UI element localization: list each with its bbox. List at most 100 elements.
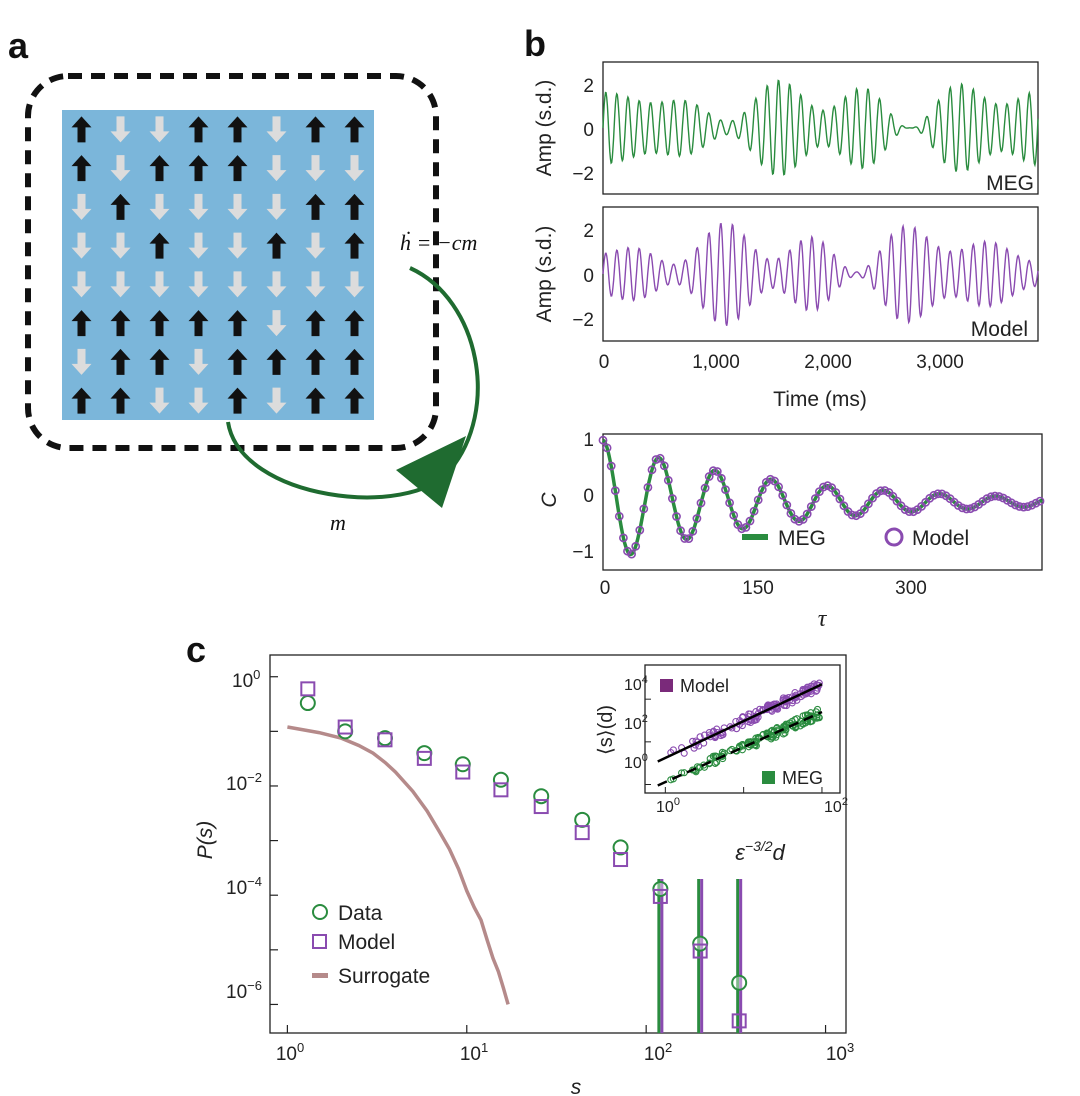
spin-up-arrow-icon <box>71 116 92 143</box>
spin-up-arrow-icon <box>227 348 248 375</box>
y-axis-label: Amp (s.d.) <box>533 80 556 177</box>
ytick-label: 0 <box>583 266 594 287</box>
model-autocorr-point <box>904 507 914 516</box>
spin-down-arrow-icon <box>110 271 131 298</box>
inset-meg-point <box>799 719 807 728</box>
inset-meg-point <box>696 763 704 771</box>
model-autocorr-point <box>802 509 812 519</box>
c-axis-ticks <box>270 676 827 1033</box>
model-autocorr-point <box>794 516 804 526</box>
spin-down-arrow-icon <box>188 271 209 298</box>
inset-meg-point <box>793 715 801 723</box>
spin-up-arrow-icon <box>305 387 326 414</box>
model-autocorr-point <box>688 526 698 536</box>
model-autocorr-point <box>839 501 849 511</box>
model-autocorr-point <box>639 504 649 514</box>
spin-up-arrow-icon <box>344 348 365 375</box>
model-series-line <box>602 222 1039 326</box>
inset-meg-point <box>752 742 760 750</box>
chart-c-main: 100 101 102 103 100 10−2 10−4 10−6 P(s) … <box>194 654 854 1096</box>
spin-down-arrow-icon <box>149 271 170 298</box>
spin-up-arrow-icon <box>344 310 365 337</box>
spin-up-arrow-icon <box>149 348 170 375</box>
model-autocorr-point <box>757 485 767 494</box>
spin-up-arrow-icon <box>227 310 248 337</box>
error-bars <box>657 878 743 1033</box>
spin-up-arrow-icon <box>149 232 170 259</box>
model-autocorr-point <box>982 494 992 504</box>
ytick-label: 0 <box>583 486 594 507</box>
data-point <box>533 788 550 805</box>
model-autocorr-point <box>811 494 820 503</box>
model-autocorr-point <box>619 533 628 543</box>
model-point <box>455 764 471 780</box>
legend-swatch-surrogate <box>312 973 328 978</box>
legend-marker-model <box>312 934 327 949</box>
spin-up-arrow-icon <box>110 348 131 375</box>
panel-label-c: c <box>186 629 206 670</box>
model-autocorr-point <box>610 486 620 495</box>
model-autocorr-point <box>806 502 816 511</box>
xtick-label: 103 <box>826 1040 854 1065</box>
model-autocorr-point <box>745 516 755 526</box>
meg-series-line <box>602 79 1039 176</box>
model-autocorr-point <box>994 492 1004 501</box>
model-autocorr-point <box>708 466 718 476</box>
spin-up-arrow-icon <box>71 155 92 182</box>
spin-up-arrow-icon <box>188 310 209 337</box>
spin-down-arrow-icon <box>110 116 131 143</box>
spin-down-arrow-icon <box>227 193 248 220</box>
spin-up-arrow-icon <box>188 155 209 182</box>
model-autocorr-point <box>1011 500 1020 510</box>
legend-swatch-meg <box>742 534 768 540</box>
data-point <box>416 745 433 762</box>
series-tag-meg: MEG <box>986 172 1034 195</box>
panel-label-a: a <box>8 25 29 66</box>
model-point <box>652 888 668 904</box>
spin-down-arrow-icon <box>188 387 209 414</box>
inset-meg-point <box>781 724 789 732</box>
xtick-label: 102 <box>644 1040 672 1065</box>
model-autocorr-point <box>729 510 739 520</box>
y-axis-label: C <box>538 492 561 508</box>
model-autocorr-point <box>958 503 967 513</box>
model-point <box>377 732 393 748</box>
model-autocorr-point <box>717 473 726 483</box>
xtick-label: 300 <box>895 578 927 599</box>
xtick-label: 2,000 <box>804 352 852 373</box>
model-autocorr-point <box>798 515 808 524</box>
loop-arrowhead-icon <box>396 436 466 508</box>
inset-ytick-label: 104 <box>624 674 648 694</box>
ytick-label: −1 <box>572 542 594 563</box>
data-point <box>492 771 509 788</box>
y-axis-label: Amp (s.d.) <box>533 226 556 323</box>
inset-legend-swatch-model <box>660 679 673 692</box>
x-axis-label: τ <box>818 606 828 632</box>
model-autocorr-point <box>680 534 690 543</box>
plot-frame-c <box>269 654 847 1034</box>
model-autocorr-point <box>770 476 779 486</box>
inset-xtick-label: 100 <box>656 796 680 816</box>
inset-x-axis-label: ε−3/2d <box>735 838 785 865</box>
spin-down-arrow-icon <box>344 271 365 298</box>
model-autocorr-point <box>704 472 714 481</box>
model-point <box>533 799 549 815</box>
legend-label-data: Data <box>338 902 383 925</box>
model-autocorr-point <box>1035 496 1045 506</box>
ytick-label: 10−4 <box>226 874 262 899</box>
model-autocorr-point <box>663 475 673 485</box>
spin-down-arrow-icon <box>227 232 248 259</box>
meg-autocorr-line <box>601 438 1043 557</box>
model-point <box>613 852 629 868</box>
legend-label-model: Model <box>912 527 969 550</box>
model-point <box>731 1013 747 1029</box>
spin-up-arrow-icon <box>305 116 326 143</box>
ytick-label: 2 <box>583 221 594 242</box>
model-autocorr-point <box>1023 502 1033 511</box>
inset-model-point <box>700 731 709 739</box>
spin-up-arrow-icon <box>266 348 287 375</box>
model-autocorr-point <box>602 443 612 453</box>
ytick-label: −2 <box>572 310 594 331</box>
model-autocorr-point <box>647 465 657 475</box>
